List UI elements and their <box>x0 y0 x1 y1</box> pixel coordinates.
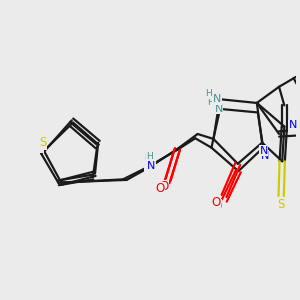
Text: H: H <box>205 89 212 98</box>
Text: H: H <box>207 98 214 107</box>
Text: O: O <box>212 200 222 213</box>
Text: O: O <box>155 182 164 195</box>
Text: O: O <box>211 196 220 209</box>
Text: O: O <box>159 180 169 193</box>
Text: N: N <box>213 94 221 104</box>
Text: N: N <box>214 104 223 114</box>
Text: N: N <box>260 146 268 156</box>
Text: N: N <box>289 120 297 130</box>
Text: S: S <box>278 198 285 211</box>
Text: N: N <box>260 151 269 161</box>
Text: N: N <box>288 122 297 131</box>
Text: S: S <box>36 139 44 152</box>
Text: H: H <box>144 153 151 162</box>
Text: N: N <box>147 161 155 171</box>
Text: H: H <box>146 152 153 161</box>
Text: S: S <box>39 136 46 149</box>
Text: N: N <box>145 161 153 171</box>
